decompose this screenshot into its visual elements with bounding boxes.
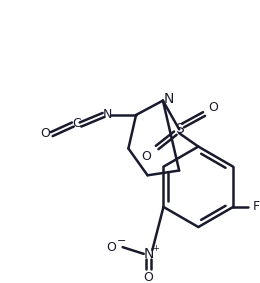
Text: O: O (106, 241, 116, 254)
Text: +: + (152, 244, 159, 253)
Text: F: F (253, 200, 260, 213)
Text: S: S (175, 122, 184, 136)
Text: O: O (40, 127, 50, 140)
Text: O: O (144, 271, 153, 283)
Text: −: − (117, 236, 126, 246)
Text: C: C (72, 117, 81, 130)
Text: N: N (143, 247, 154, 261)
Text: N: N (164, 92, 174, 106)
Text: O: O (208, 101, 218, 114)
Text: N: N (103, 108, 112, 121)
Text: O: O (142, 150, 152, 163)
